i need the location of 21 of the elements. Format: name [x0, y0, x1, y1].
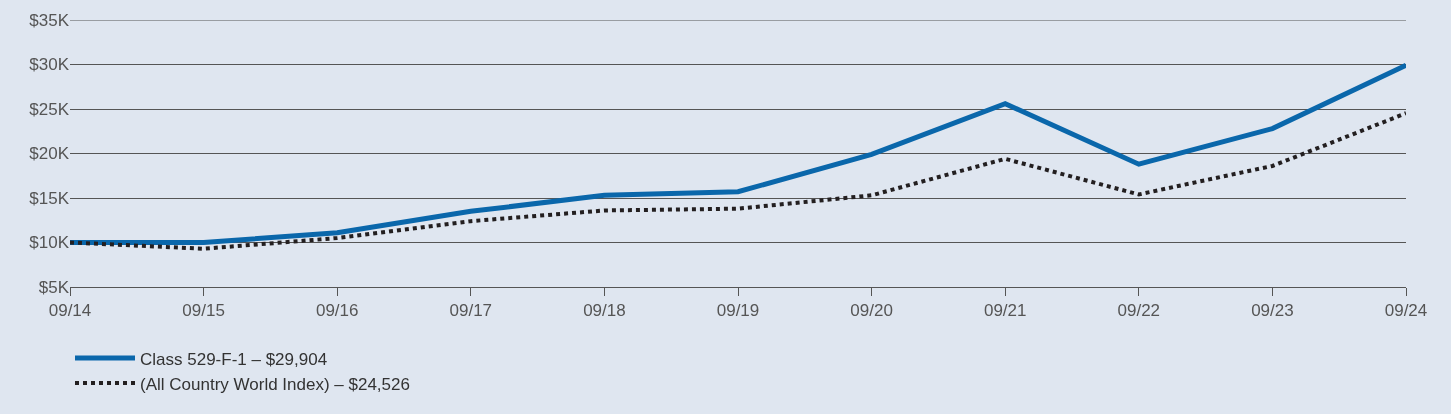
legend-label: (All Country World Index) – $24,526: [140, 374, 410, 394]
y-tick-label: $5K: [38, 277, 70, 297]
x-tick-label: 09/24: [1384, 301, 1428, 321]
x-tick-label: 09/21: [983, 301, 1027, 321]
y-tick-label: $20K: [29, 144, 70, 164]
y-tick-label: $25K: [29, 99, 70, 119]
x-tick-label: 09/15: [182, 301, 225, 321]
y-tick-label: $35K: [29, 10, 70, 30]
x-tick-label: 09/22: [1117, 301, 1161, 321]
y-tick-label: $15K: [29, 188, 70, 208]
x-tick-label: 09/17: [449, 301, 493, 321]
x-tick-label: 09/19: [716, 301, 760, 321]
x-tick-label: 09/23: [1251, 301, 1294, 321]
x-tick-label: 09/20: [850, 301, 893, 321]
y-tick-label: $30K: [29, 55, 70, 75]
legend-label: Class 529-F-1 – $29,904: [140, 349, 328, 369]
line-series: [70, 111, 1406, 251]
x-tick-label: 09/16: [315, 301, 359, 321]
y-tick-label: $10K: [29, 233, 70, 253]
x-tick-label: 09/18: [583, 301, 626, 321]
x-tick-label: 09/14: [48, 301, 92, 321]
